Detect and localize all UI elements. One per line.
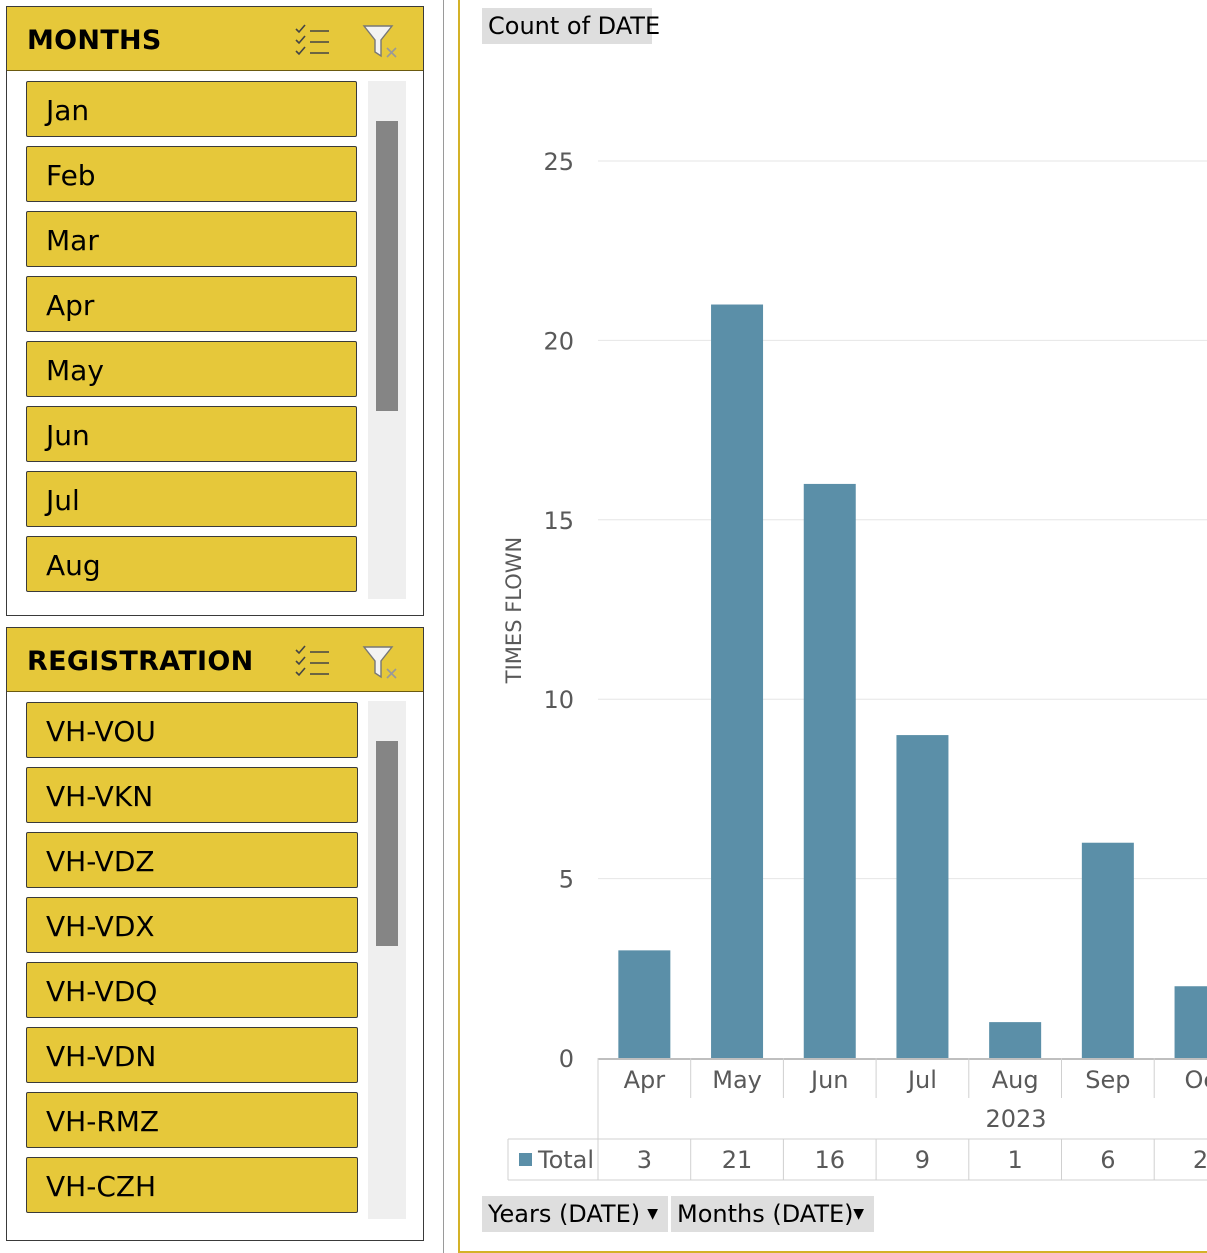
slicer-item-may[interactable]: May xyxy=(26,341,357,397)
bar xyxy=(711,304,764,1058)
slicer-item-feb[interactable]: Feb xyxy=(26,146,357,202)
data-table-value: 16 xyxy=(814,1146,845,1174)
year-group-label: 2023 xyxy=(985,1105,1046,1133)
slicer-item-vh-vdq[interactable]: VH-VDQ xyxy=(26,962,358,1018)
registration-slicer-header: REGISTRATION xyxy=(7,628,423,692)
slicer-item-jun[interactable]: Jun xyxy=(26,406,357,462)
y-tick-label: 15 xyxy=(543,507,574,535)
data-table-row-label: Total xyxy=(537,1146,594,1174)
bar xyxy=(1174,986,1207,1058)
slicer-item-vh-czh[interactable]: VH-CZH xyxy=(26,1157,358,1213)
x-tick-label: Sep xyxy=(1085,1066,1130,1094)
multi-select-icon[interactable] xyxy=(293,21,333,61)
dropdown-arrow-icon: ▼ xyxy=(853,1206,864,1222)
data-table-value: 3 xyxy=(637,1146,652,1174)
x-tick-label: May xyxy=(712,1066,762,1094)
clear-filter-icon[interactable] xyxy=(361,642,401,682)
y-axis-title: TIMES FLOWN xyxy=(502,537,526,684)
bar xyxy=(803,483,856,1058)
months-scrollbar[interactable] xyxy=(368,81,406,599)
slicer-item-vh-vou[interactable]: VH-VOU xyxy=(26,702,358,758)
slicer-item-vh-vdz[interactable]: VH-VDZ xyxy=(26,832,358,888)
y-tick-label: 10 xyxy=(543,686,574,714)
slicer-item-aug[interactable]: Aug xyxy=(26,536,357,592)
months-slicer: MONTHS Jan Feb Mar Apr May Jun Jul Aug xyxy=(6,6,424,616)
bar xyxy=(1081,842,1134,1058)
y-tick-label: 25 xyxy=(543,148,574,176)
months-scrollbar-thumb[interactable] xyxy=(376,121,398,411)
months-field-label: Months (DATE) xyxy=(677,1200,854,1228)
data-table-value: 2 xyxy=(1193,1146,1207,1174)
slicer-item-jul[interactable]: Jul xyxy=(26,471,357,527)
registration-slicer: REGISTRATION VH-VOU VH-VKN VH-VDZ VH-VDX… xyxy=(6,627,424,1241)
slicer-item-vh-vdn[interactable]: VH-VDN xyxy=(26,1027,358,1083)
multi-select-icon[interactable] xyxy=(293,642,333,682)
clear-filter-icon[interactable] xyxy=(361,21,401,61)
years-field-button[interactable]: Years (DATE) ▼ xyxy=(482,1196,668,1232)
values-field-button[interactable]: Count of DATE xyxy=(482,8,660,44)
registration-scrollbar-thumb[interactable] xyxy=(376,741,398,946)
data-table-value: 1 xyxy=(1008,1146,1023,1174)
data-table-value: 6 xyxy=(1100,1146,1115,1174)
panel-divider xyxy=(443,0,444,1253)
y-tick-label: 5 xyxy=(559,866,574,894)
y-tick-label: 0 xyxy=(559,1045,574,1073)
months-slicer-title: MONTHS xyxy=(27,25,162,56)
bar xyxy=(896,735,949,1058)
slicer-item-vh-vdx[interactable]: VH-VDX xyxy=(26,897,358,953)
slicer-item-mar[interactable]: Mar xyxy=(26,211,357,267)
x-tick-label: Jun xyxy=(809,1066,849,1094)
x-tick-label: Apr xyxy=(624,1066,666,1094)
slicer-item-apr[interactable]: Apr xyxy=(26,276,357,332)
legend-key xyxy=(519,1153,532,1166)
registration-slicer-title: REGISTRATION xyxy=(27,646,254,677)
bar xyxy=(989,1022,1042,1058)
dropdown-arrow-icon: ▼ xyxy=(647,1206,658,1222)
y-tick-label: 20 xyxy=(543,327,574,355)
months-field-button[interactable]: Months (DATE) ▼ xyxy=(671,1196,874,1232)
slicer-item-vh-rmz[interactable]: VH-RMZ xyxy=(26,1092,358,1148)
slicer-item-vh-vkn[interactable]: VH-VKN xyxy=(26,767,358,823)
x-tick-label: Aug xyxy=(992,1066,1039,1094)
data-table-value: 9 xyxy=(915,1146,930,1174)
months-slicer-header: MONTHS xyxy=(7,7,423,71)
slicer-item-jan[interactable]: Jan xyxy=(26,81,357,137)
registration-scrollbar[interactable] xyxy=(368,701,406,1219)
pivot-chart-frame xyxy=(458,0,1207,1253)
years-field-label: Years (DATE) xyxy=(488,1200,641,1228)
bar xyxy=(618,950,671,1058)
data-table-value: 21 xyxy=(722,1146,753,1174)
x-tick-label: Oc xyxy=(1185,1066,1207,1094)
x-tick-label: Jul xyxy=(906,1066,937,1094)
